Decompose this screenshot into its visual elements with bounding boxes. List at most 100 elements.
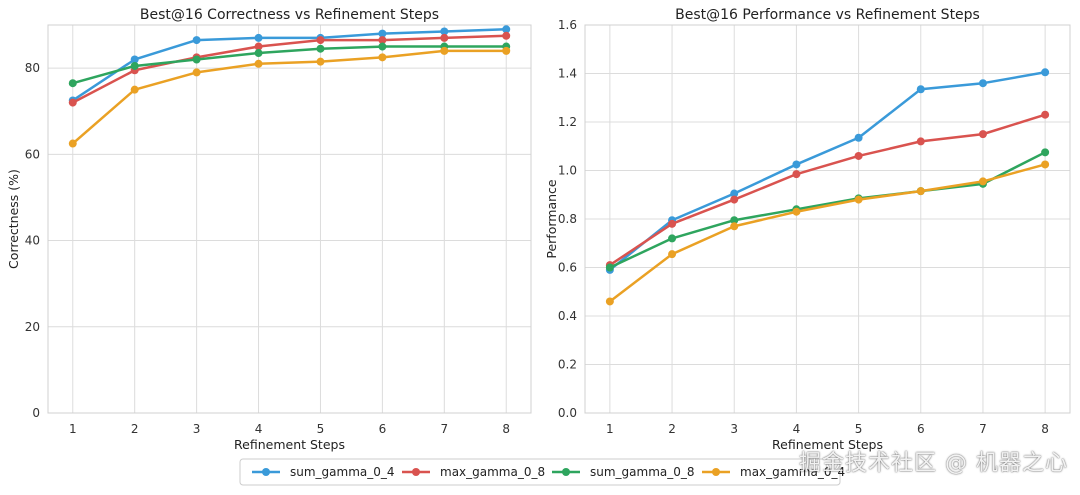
right-point-max_gamma_0_4-4 xyxy=(792,207,801,216)
right-xtick-label-3: 4 xyxy=(793,422,801,436)
right-point-max_gamma_0_8-2 xyxy=(668,219,677,228)
right-point-max_gamma_0_8-6 xyxy=(916,137,925,146)
left-point-max_gamma_0_8-5 xyxy=(316,36,325,45)
right-xtick-label-6: 7 xyxy=(979,422,987,436)
right-point-sum_gamma_0_4-5 xyxy=(854,133,863,142)
left-x-axis-label: Refinement Steps xyxy=(234,437,345,452)
left-point-sum_gamma_0_4-6 xyxy=(378,29,387,38)
left-point-sum_gamma_0_8-2 xyxy=(130,61,139,70)
right-xtick-label-7: 8 xyxy=(1041,422,1049,436)
right-xtick-label-4: 5 xyxy=(855,422,863,436)
right-ytick-label-4: 0.8 xyxy=(558,212,577,226)
left-point-max_gamma_0_4-7 xyxy=(440,46,449,55)
left-point-max_gamma_0_4-2 xyxy=(130,85,139,94)
left-point-max_gamma_0_4-1 xyxy=(68,139,77,148)
left-xtick-label-6: 7 xyxy=(440,422,448,436)
right-point-max_gamma_0_8-3 xyxy=(730,195,739,204)
left-xtick-label-7: 8 xyxy=(502,422,510,436)
right-ytick-label-5: 1.0 xyxy=(558,164,577,178)
right-ytick-label-8: 1.6 xyxy=(558,18,577,32)
left-ytick-label-2: 40 xyxy=(25,234,40,248)
right-point-sum_gamma_0_8-2 xyxy=(668,234,677,243)
left-point-sum_gamma_0_4-8 xyxy=(502,25,511,34)
right-point-max_gamma_0_4-1 xyxy=(605,297,614,306)
left-xtick-label-5: 6 xyxy=(379,422,387,436)
right-ytick-label-6: 1.2 xyxy=(558,115,577,129)
left-xtick-label-1: 2 xyxy=(131,422,139,436)
right-point-max_gamma_0_4-2 xyxy=(668,250,677,259)
left-point-sum_gamma_0_8-3 xyxy=(192,55,201,64)
right-series-line-max_gamma_0_4 xyxy=(608,163,1047,303)
left-series-line-max_gamma_0_4 xyxy=(71,49,508,145)
legend-marker-sum_gamma_0_8 xyxy=(562,468,570,476)
left-point-max_gamma_0_8-6 xyxy=(378,36,387,45)
left-point-sum_gamma_0_4-7 xyxy=(440,27,449,36)
left-point-max_gamma_0_4-3 xyxy=(192,68,201,77)
right-point-max_gamma_0_4-5 xyxy=(854,195,863,204)
legend-marker-sum_gamma_0_4 xyxy=(262,468,270,476)
left-ytick-label-4: 80 xyxy=(25,61,40,75)
right-point-sum_gamma_0_4-8 xyxy=(1041,68,1050,77)
legend-label-max_gamma_0_4: max_gamma_0_4 xyxy=(740,465,845,479)
legend-marker-max_gamma_0_4 xyxy=(712,468,720,476)
left-xtick-label-4: 5 xyxy=(317,422,325,436)
legend-label-sum_gamma_0_8: sum_gamma_0_8 xyxy=(590,465,695,479)
left-ytick-label-1: 20 xyxy=(25,320,40,334)
right-point-max_gamma_0_4-3 xyxy=(730,222,739,231)
left-point-sum_gamma_0_8-5 xyxy=(316,44,325,53)
left-xtick-label-0: 1 xyxy=(69,422,77,436)
right-point-max_gamma_0_4-8 xyxy=(1041,160,1050,169)
right-point-sum_gamma_0_4-4 xyxy=(792,160,801,169)
left-point-sum_gamma_0_8-1 xyxy=(68,79,77,88)
right-ytick-label-2: 0.4 xyxy=(558,309,577,323)
left-point-max_gamma_0_4-6 xyxy=(378,53,387,62)
left-y-axis-label: Correctness (%) xyxy=(6,169,21,269)
right-point-sum_gamma_0_4-6 xyxy=(916,85,925,94)
left-point-sum_gamma_0_4-3 xyxy=(192,36,201,45)
left-plot-frame xyxy=(47,24,532,414)
right-series-line-max_gamma_0_8 xyxy=(608,113,1047,267)
right-plot-frame xyxy=(584,24,1071,414)
right-point-sum_gamma_0_4-3 xyxy=(730,189,739,198)
left-point-sum_gamma_0_4-2 xyxy=(130,55,139,64)
right-point-max_gamma_0_4-6 xyxy=(916,187,925,196)
right-ytick-label-7: 1.4 xyxy=(558,67,577,81)
right-point-max_gamma_0_8-5 xyxy=(854,151,863,160)
left-point-max_gamma_0_4-8 xyxy=(502,46,511,55)
legend-frame xyxy=(239,458,841,486)
right-series-line-sum_gamma_0_8 xyxy=(608,151,1047,269)
watermark: 掘金技术社区 @ 机器之心 xyxy=(799,451,1068,476)
legend-marker-max_gamma_0_8 xyxy=(412,468,420,476)
left-ytick-label-0: 0 xyxy=(32,406,40,420)
left-point-max_gamma_0_8-1 xyxy=(68,98,77,107)
right-xtick-label-2: 3 xyxy=(730,422,738,436)
left-point-max_gamma_0_8-8 xyxy=(502,31,511,40)
right-y-axis-label: Performance xyxy=(544,179,559,259)
right-ytick-label-1: 0.2 xyxy=(558,358,577,372)
right-point-max_gamma_0_8-4 xyxy=(792,170,801,179)
left-xtick-label-2: 3 xyxy=(193,422,201,436)
right-chart-title: Best@16 Performance vs Refinement Steps xyxy=(675,7,980,23)
left-point-sum_gamma_0_8-6 xyxy=(378,42,387,51)
left-chart-title: Best@16 Correctness vs Refinement Steps xyxy=(140,7,439,23)
left-point-sum_gamma_0_8-4 xyxy=(254,49,263,58)
right-point-sum_gamma_0_8-8 xyxy=(1041,148,1050,157)
right-xtick-label-1: 2 xyxy=(668,422,676,436)
right-point-sum_gamma_0_8-3 xyxy=(730,216,739,225)
right-point-sum_gamma_0_4-7 xyxy=(978,79,987,88)
left-chart: 0 20 40 60 80 1 2 3 4 5 6 7 8 Best@16 Correctness vs … xyxy=(6,7,532,452)
right-x-axis-label: Refinement Steps xyxy=(772,437,883,452)
legend-label-max_gamma_0_8: max_gamma_0_8 xyxy=(440,465,545,479)
right-point-max_gamma_0_8-7 xyxy=(978,130,987,139)
legend: sum_gamma_0_4 max_gamma_0_8 sum_gamma_0_8 m… xyxy=(239,458,845,486)
left-point-max_gamma_0_4-4 xyxy=(254,59,263,68)
left-point-max_gamma_0_8-7 xyxy=(440,33,449,42)
left-series-line-sum_gamma_0_4 xyxy=(71,28,508,102)
right-xtick-label-0: 1 xyxy=(606,422,614,436)
left-point-max_gamma_0_4-5 xyxy=(316,57,325,66)
right-point-max_gamma_0_8-8 xyxy=(1041,110,1050,119)
right-ytick-label-3: 0.6 xyxy=(558,261,577,275)
left-series-line-sum_gamma_0_8 xyxy=(71,45,508,85)
